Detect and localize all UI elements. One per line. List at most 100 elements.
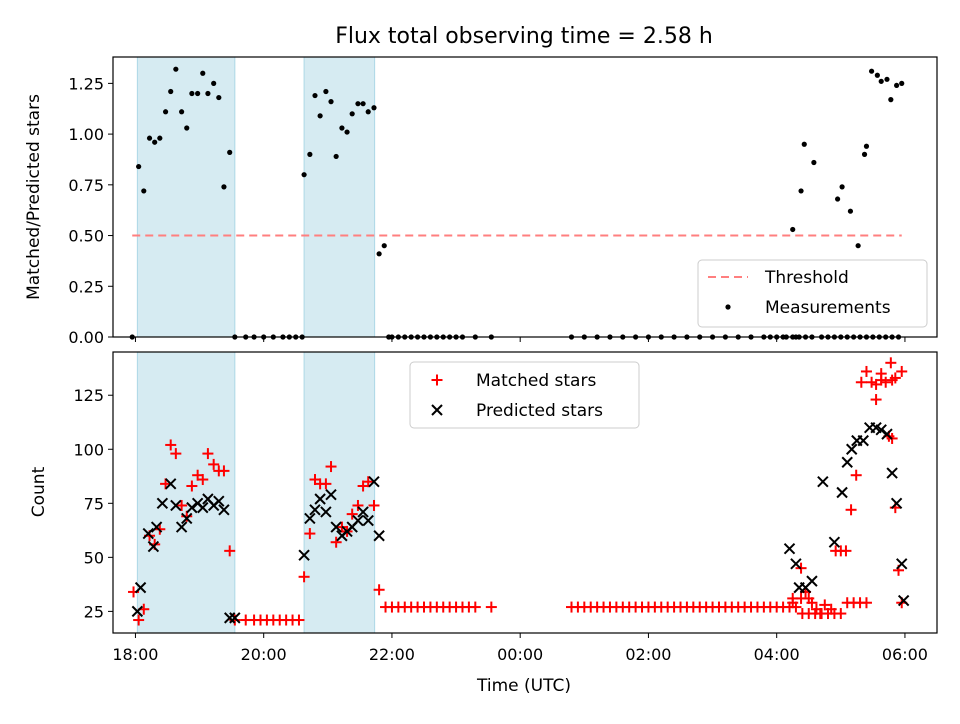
y-tick-label: 100 xyxy=(73,440,104,459)
x-marker xyxy=(373,530,385,542)
dot-marker xyxy=(790,226,796,233)
plus-marker xyxy=(176,499,188,511)
x-b xyxy=(186,501,198,514)
plus-marker xyxy=(362,476,374,488)
axes-frame xyxy=(112,56,938,338)
x-marker xyxy=(881,428,893,440)
plus-marker xyxy=(469,601,481,613)
plus-marker xyxy=(886,374,898,386)
x-marker xyxy=(896,558,908,570)
x-marker xyxy=(298,549,310,561)
dot-marker xyxy=(863,143,870,149)
x-marker xyxy=(223,612,236,624)
plus-marker xyxy=(860,597,872,609)
x-marker xyxy=(806,575,818,587)
plus-marker xyxy=(787,592,799,604)
plus-marker xyxy=(165,439,177,451)
x-marker xyxy=(147,540,160,553)
x-marker xyxy=(218,504,230,516)
x-tick-label: 20:00 xyxy=(241,645,287,664)
plus-marker xyxy=(346,508,358,520)
x-marker xyxy=(131,605,144,618)
plus-marker xyxy=(202,448,214,460)
y-tick-label: 25 xyxy=(84,602,104,621)
plus-marker xyxy=(293,614,305,626)
y-tick-label: 0.75 xyxy=(68,176,104,195)
x-tick-label: 04:00 xyxy=(754,645,800,664)
x-b xyxy=(362,514,374,527)
x-b xyxy=(170,499,182,512)
legend-box xyxy=(409,361,640,429)
x-b xyxy=(836,486,848,499)
plus-marker xyxy=(320,478,332,490)
x-b xyxy=(357,506,369,518)
x-marker xyxy=(320,506,332,518)
x-marker xyxy=(314,493,326,505)
x-marker xyxy=(857,434,869,447)
plus-marker xyxy=(860,365,872,377)
legend-bottom: Matched stars Predicted stars xyxy=(409,361,640,429)
dot-marker xyxy=(179,109,185,115)
x-marker xyxy=(304,512,316,525)
plus-marker xyxy=(819,599,831,611)
dot-marker xyxy=(301,172,307,178)
dot-marker xyxy=(855,243,861,249)
dot-marker xyxy=(888,97,894,103)
x-marker xyxy=(790,558,802,570)
x-tick-label: 18:00 xyxy=(112,645,158,664)
plus-marker xyxy=(330,536,342,548)
plus-marker xyxy=(850,469,862,481)
x-b xyxy=(197,501,209,514)
plus-marker xyxy=(373,584,385,596)
x-marker xyxy=(186,501,198,514)
x-marker xyxy=(229,612,241,624)
dot-marker xyxy=(376,251,382,257)
x-b xyxy=(783,542,796,555)
dot-marker xyxy=(146,135,153,141)
plus-marker xyxy=(870,394,882,406)
legend-predicted-swatch xyxy=(431,404,443,416)
dot-marker xyxy=(189,90,195,97)
dot-marker xyxy=(878,78,884,84)
axes-frame xyxy=(112,351,938,634)
dot-marker xyxy=(317,113,323,119)
x-b xyxy=(150,521,163,533)
dot-marker xyxy=(211,80,217,86)
plus-marker xyxy=(160,478,172,490)
plus-marker xyxy=(810,603,822,615)
x-marker xyxy=(890,497,903,510)
legend-measurements-swatch xyxy=(725,304,731,310)
x-tick-label: 00:00 xyxy=(497,645,543,664)
plus-marker xyxy=(304,528,316,540)
x-marker xyxy=(897,594,910,607)
plus-marker xyxy=(208,458,220,470)
x-b xyxy=(134,581,147,594)
x-marker xyxy=(213,495,225,507)
top-panel: 0.00 0.25 0.50 0.75 1.00 1.25 Threshold Measure… xyxy=(68,56,938,347)
plus-marker xyxy=(840,545,852,557)
x-marker xyxy=(886,467,898,479)
x-marker xyxy=(165,478,177,490)
dot-marker xyxy=(157,135,163,141)
dot-marker xyxy=(227,149,233,155)
plus-marker xyxy=(170,448,182,460)
x-marker xyxy=(828,536,841,548)
x-b xyxy=(373,530,385,542)
dot-marker xyxy=(312,92,318,99)
x-marker xyxy=(836,486,848,499)
dot-marker xyxy=(355,101,361,107)
chart-title: Flux total observing time = 2.58 h xyxy=(335,24,713,49)
shaded-interval-1 xyxy=(303,56,376,338)
x-marker xyxy=(142,527,154,540)
legend-threshold-label: Threshold xyxy=(764,268,849,288)
x-marker xyxy=(368,475,380,488)
x-marker xyxy=(783,542,796,555)
x-marker xyxy=(362,514,374,527)
x-b xyxy=(325,488,337,501)
x-marker xyxy=(846,443,858,455)
x-marker xyxy=(156,497,169,510)
dot-marker xyxy=(216,94,222,101)
plus-marker xyxy=(224,545,236,557)
x-b xyxy=(309,504,321,516)
